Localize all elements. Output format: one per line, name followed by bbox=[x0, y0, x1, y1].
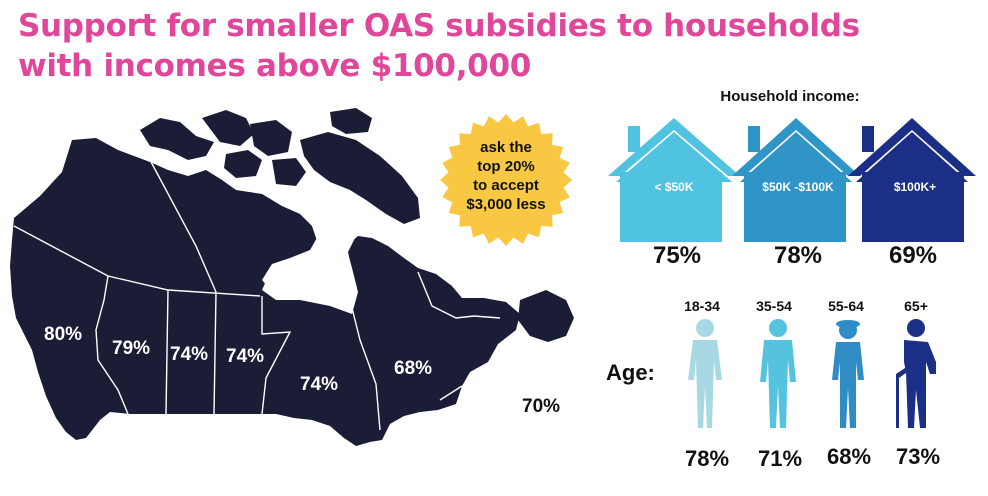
region-label-ab: 79% bbox=[112, 338, 151, 359]
border-bc-yukon bbox=[13, 225, 109, 277]
hudson-bay bbox=[262, 222, 356, 302]
badge-line-1: ask the bbox=[480, 139, 532, 156]
border-ab-sk bbox=[165, 289, 169, 415]
mainland-shape bbox=[10, 138, 520, 446]
household-income-title: Household income: bbox=[720, 88, 860, 105]
house-value-mid: 78% bbox=[773, 242, 823, 269]
border-bc-ab bbox=[95, 275, 129, 415]
house-value-low: 75% bbox=[652, 242, 702, 269]
canada-landmass bbox=[10, 108, 574, 446]
border-mb-on bbox=[261, 296, 292, 415]
age-value-18-34: 78% bbox=[684, 446, 730, 471]
border-on-qc bbox=[349, 299, 381, 431]
title-line-1: Support for smaller OAS subsidies to hou… bbox=[18, 8, 860, 44]
title-line-2: with incomes above $100,000 bbox=[18, 48, 531, 84]
border-qc-labrador bbox=[417, 271, 501, 319]
canada-map bbox=[10, 108, 574, 446]
people-graphic bbox=[688, 319, 936, 428]
age-value-35-54: 71% bbox=[757, 446, 803, 471]
arctic-island-2 bbox=[202, 110, 254, 146]
age-group-35-54: 35-54 bbox=[756, 298, 792, 314]
house-icon-low bbox=[608, 118, 740, 242]
badge-line-3: to accept bbox=[473, 177, 539, 194]
person-icon-35-54 bbox=[760, 319, 796, 428]
badge-line-4: $3,000 less bbox=[466, 196, 546, 213]
province-borders bbox=[13, 159, 501, 431]
house-value-high: 69% bbox=[888, 242, 938, 269]
person-icon-18-34 bbox=[688, 319, 722, 428]
baffin-island bbox=[300, 132, 420, 224]
region-label-qc: 68% bbox=[394, 358, 433, 379]
region-label-on: 74% bbox=[300, 374, 339, 395]
arctic-island-4 bbox=[224, 150, 262, 178]
border-maritimes bbox=[439, 385, 463, 401]
newfoundland bbox=[518, 290, 574, 342]
region-label-bc: 80% bbox=[44, 324, 83, 345]
callout-badge bbox=[440, 114, 572, 246]
house-label-low: < $50K bbox=[654, 180, 694, 194]
age-value-65-plus: 73% bbox=[895, 444, 941, 469]
person-icon-55-64 bbox=[832, 320, 864, 428]
house-label-mid: $50K -$100K bbox=[762, 180, 834, 194]
border-yukon-nwt bbox=[149, 159, 217, 293]
age-value-55-64: 68% bbox=[826, 444, 872, 469]
arctic-island-5 bbox=[272, 158, 306, 186]
badge-shape bbox=[440, 114, 572, 246]
arctic-island-1 bbox=[140, 118, 214, 160]
houses-graphic bbox=[608, 118, 976, 242]
age-group-65-plus: 65+ bbox=[904, 298, 928, 314]
age-title: Age: bbox=[606, 360, 655, 385]
house-icon-mid bbox=[732, 118, 860, 242]
region-label-mb: 74% bbox=[226, 346, 265, 367]
house-icon-high bbox=[848, 118, 976, 242]
badge-line-2: top 20% bbox=[477, 158, 535, 175]
arctic-island-3 bbox=[250, 120, 292, 156]
person-icon-65-plus bbox=[896, 319, 936, 428]
page-title: Support for smaller OAS subsidies to hou… bbox=[18, 6, 918, 86]
age-group-55-64: 55-64 bbox=[828, 298, 864, 314]
house-label-high: $100K+ bbox=[893, 180, 937, 194]
region-label-atlantic: 70% bbox=[522, 396, 561, 417]
region-label-sk: 74% bbox=[170, 344, 209, 365]
age-group-18-34: 18-34 bbox=[684, 298, 720, 314]
border-sk-mb bbox=[213, 291, 217, 415]
badge-text: ask the top 20% to accept $3,000 less bbox=[436, 138, 576, 214]
arctic-island-6 bbox=[330, 108, 372, 134]
